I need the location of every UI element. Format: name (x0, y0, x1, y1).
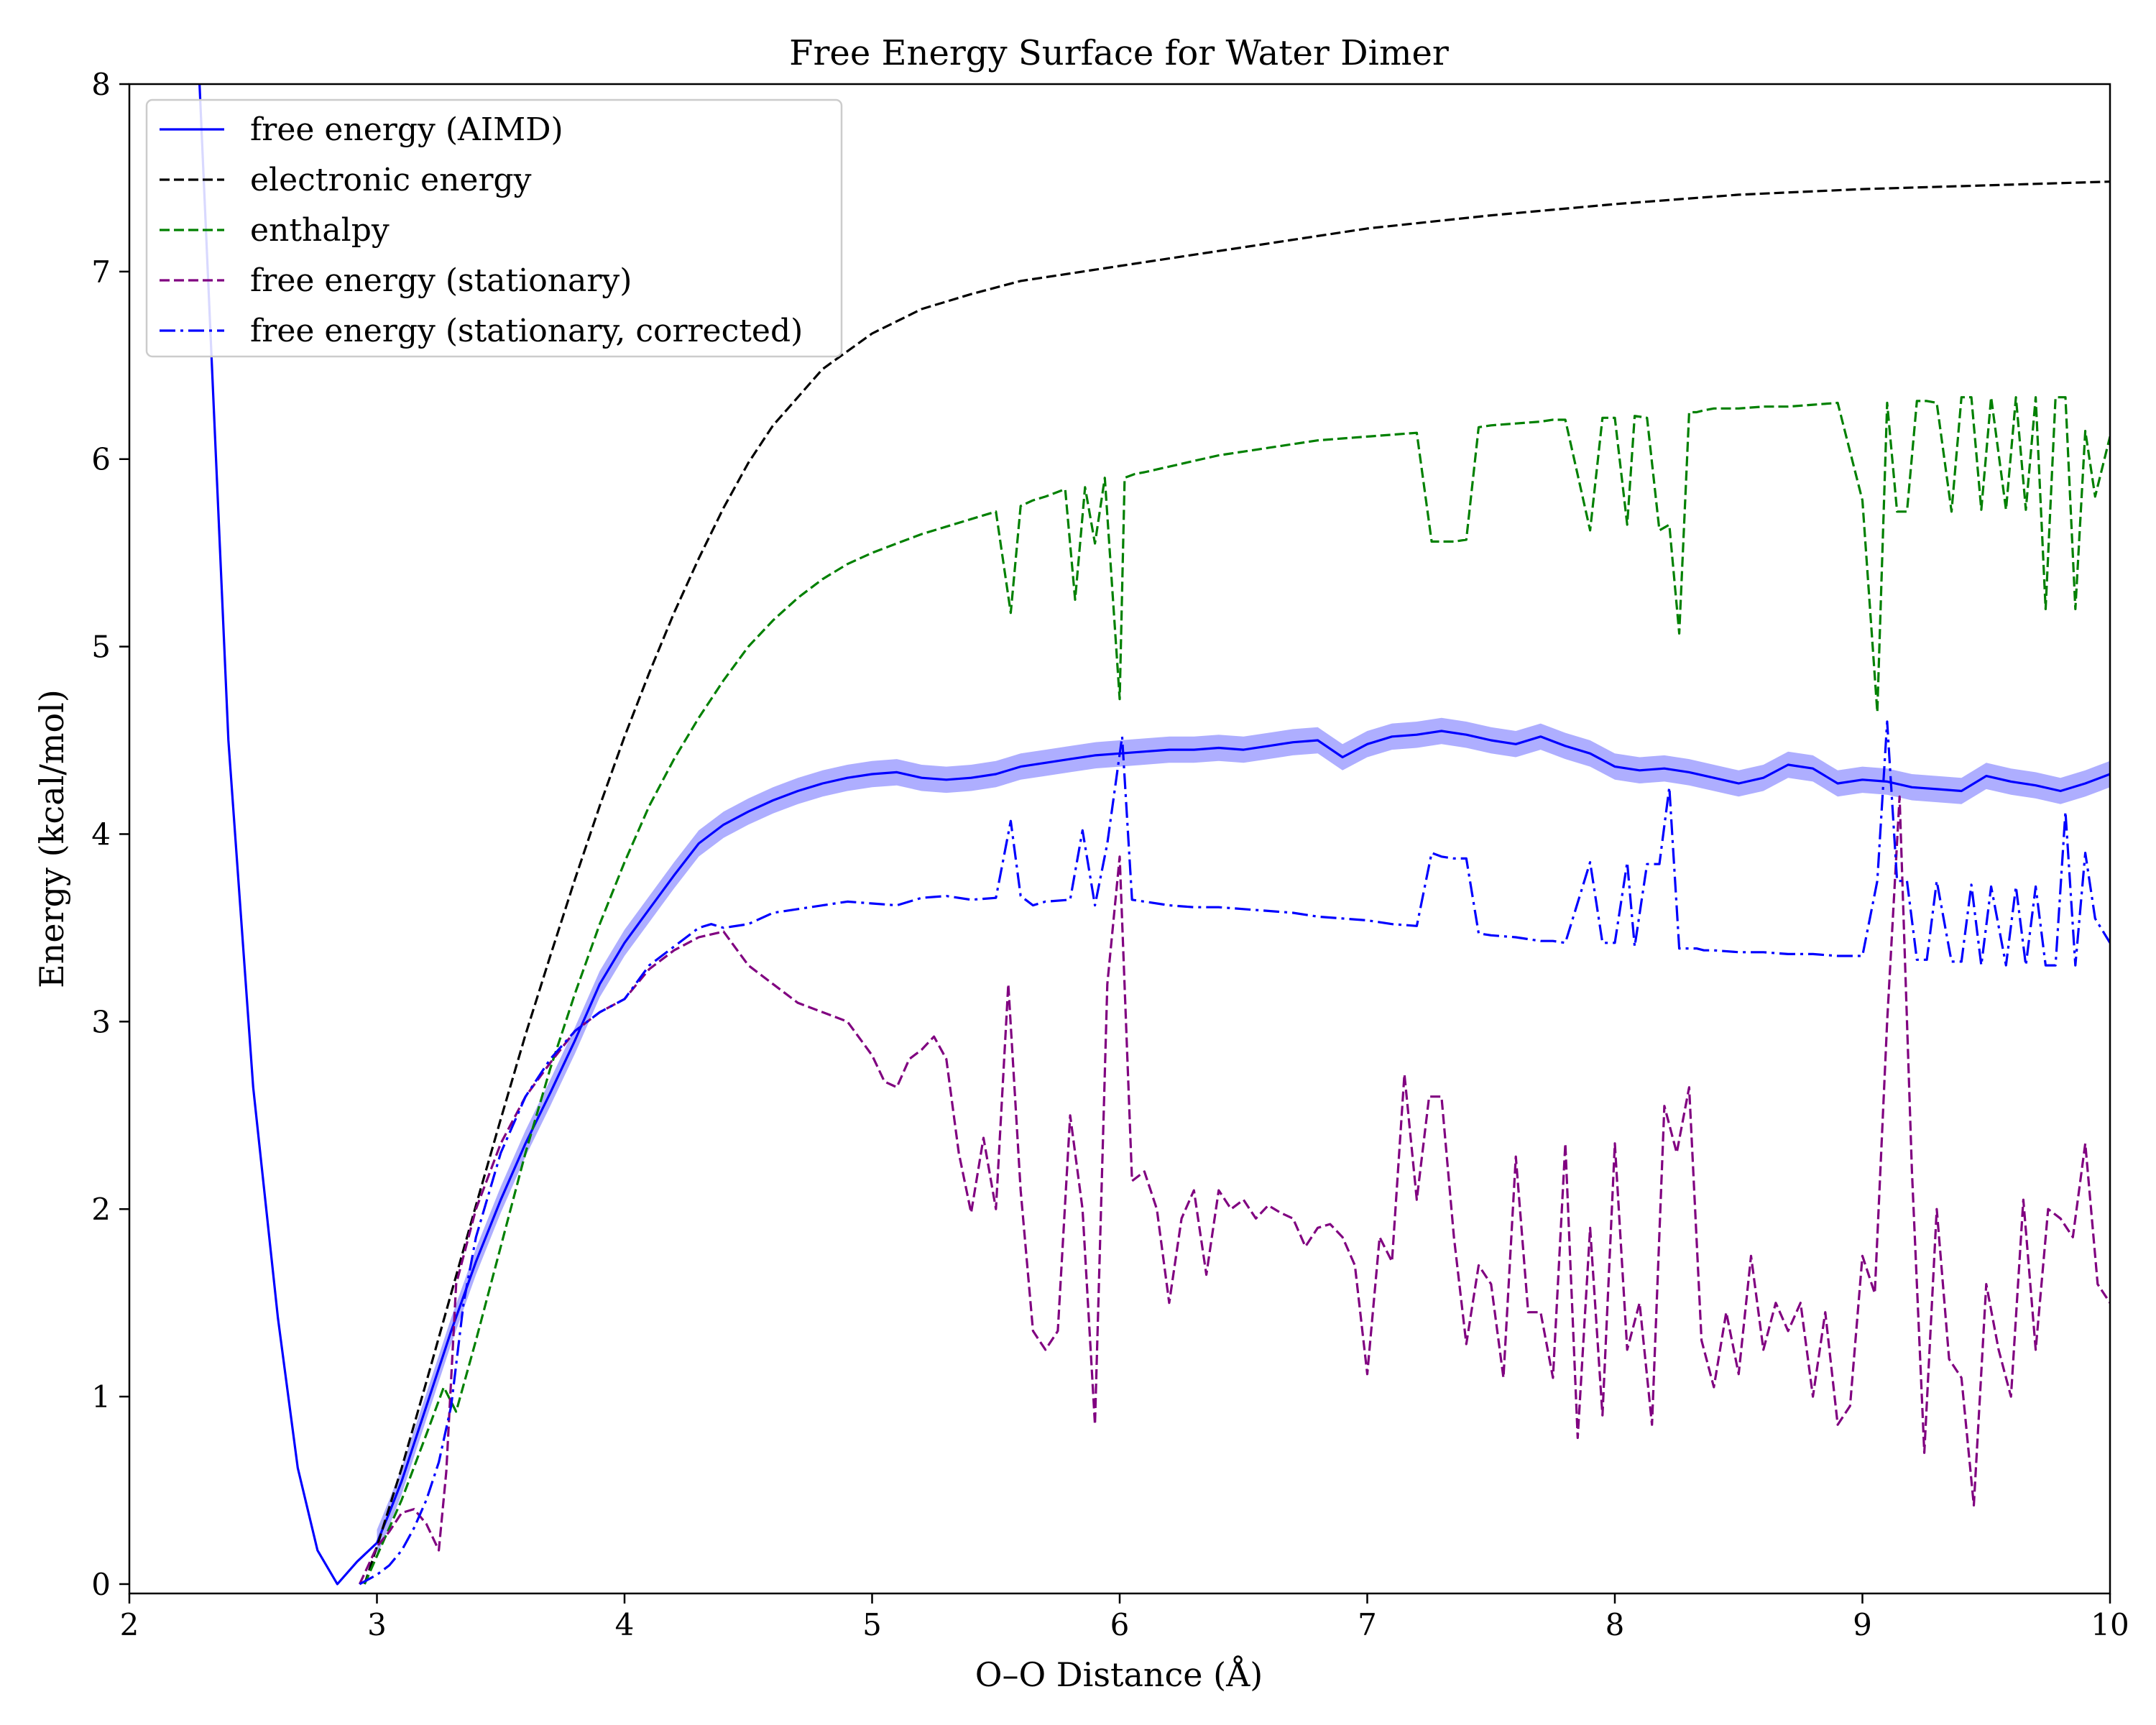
y-tick-label: 3 (91, 1004, 111, 1039)
legend: free energy (AIMD) electronic energy entha… (145, 98, 843, 358)
legend-label-2: enthalpy (250, 212, 390, 249)
chart-title: Free Energy Surface for Water Dimer (789, 33, 1449, 73)
x-tick-label: 6 (1110, 1607, 1130, 1642)
x-axis-title: O–O Distance (Å) (975, 1655, 1263, 1694)
series-line-2 (363, 396, 2110, 1585)
y-tick-label: 0 (91, 1567, 111, 1602)
y-axis: 0 1 2 3 4 5 6 7 8 (91, 67, 129, 1602)
x-tick-label: 10 (2091, 1607, 2129, 1642)
y-tick-label: 6 (91, 442, 111, 477)
y-tick-label: 5 (91, 630, 111, 665)
series-line-4 (359, 720, 2110, 1586)
x-tick-label: 4 (615, 1607, 635, 1642)
legend-label-0: free energy (AIMD) (250, 111, 563, 148)
series-band-0 (377, 717, 2110, 1556)
y-tick-label: 1 (91, 1379, 111, 1414)
x-tick-label: 8 (1606, 1607, 1625, 1642)
legend-box (145, 98, 843, 358)
y-axis-title: Energy (kcal/mol) (32, 689, 71, 988)
legend-label-1: electronic energy (250, 162, 532, 198)
y-tick-label: 2 (91, 1192, 111, 1227)
x-tick-label: 9 (1853, 1607, 1872, 1642)
y-tick-label: 8 (91, 67, 111, 102)
x-tick-label: 2 (120, 1607, 139, 1642)
x-tick-label: 7 (1358, 1607, 1377, 1642)
y-tick-label: 7 (91, 254, 111, 290)
y-tick-label: 4 (91, 816, 111, 852)
series-line-0 (198, 84, 2110, 1586)
series-line-3 (358, 795, 2110, 1585)
legend-label-4: free energy (stationary, corrected) (250, 313, 803, 349)
x-tick-label: 3 (367, 1607, 387, 1642)
series-line-1 (363, 180, 2110, 1585)
uncertainty-bands (377, 717, 2110, 1556)
x-axis: 2 3 4 5 6 7 8 9 10 (120, 1593, 2129, 1642)
series-lines (198, 84, 2110, 1586)
x-tick-label: 5 (862, 1607, 882, 1642)
legend-label-3: free energy (stationary) (250, 262, 632, 299)
